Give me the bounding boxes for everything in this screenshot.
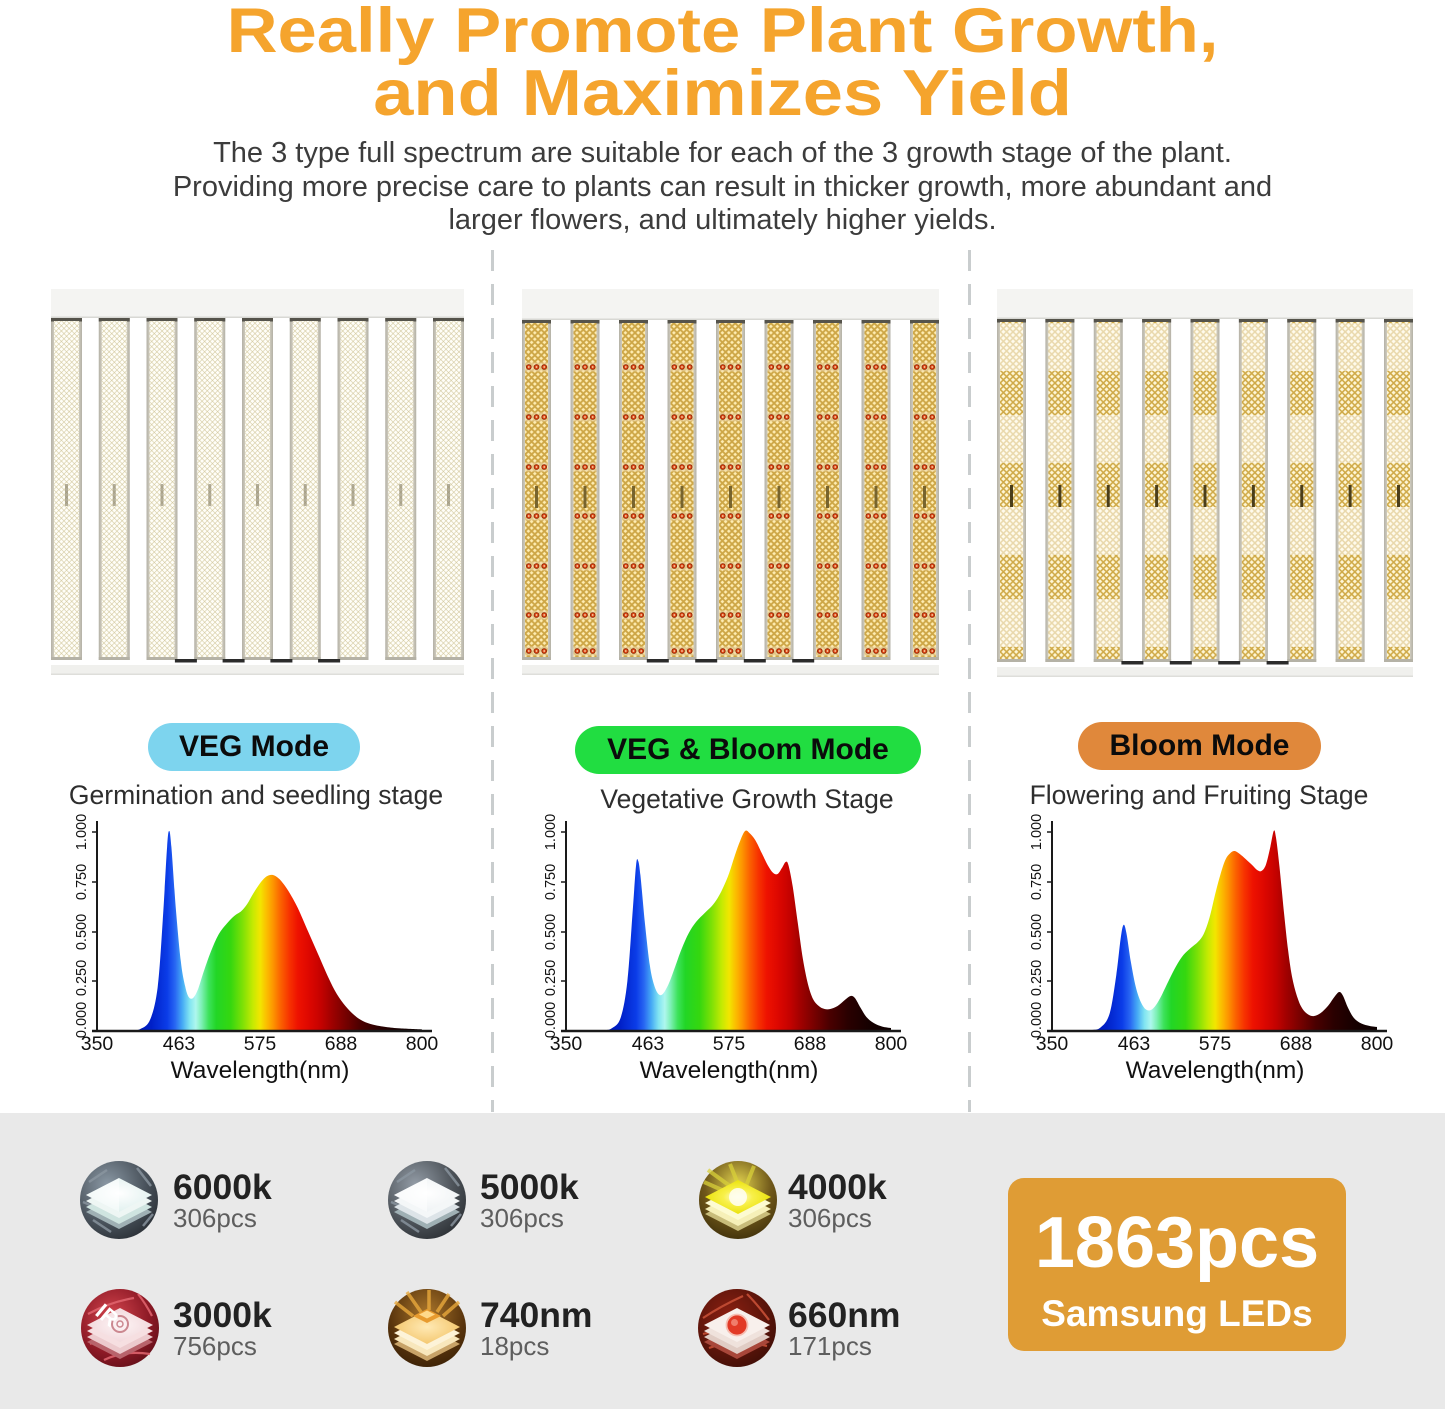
svg-text:463: 463 <box>1118 1033 1151 1055</box>
svg-text:Wavelength(nm): Wavelength(nm) <box>640 1057 819 1084</box>
svg-text:800: 800 <box>875 1033 908 1055</box>
svg-text:1.000: 1.000 <box>74 814 90 850</box>
svg-text:0.500: 0.500 <box>74 914 90 950</box>
svg-text:575: 575 <box>1199 1033 1232 1055</box>
svg-text:Wavelength(nm): Wavelength(nm) <box>1126 1057 1305 1084</box>
svg-text:0.500: 0.500 <box>1029 914 1045 950</box>
svg-text:575: 575 <box>244 1033 277 1055</box>
svg-text:350: 350 <box>81 1033 114 1055</box>
svg-text:0.000: 0.000 <box>543 1002 559 1038</box>
svg-text:0.750: 0.750 <box>74 864 90 900</box>
svg-text:0.250: 0.250 <box>1029 960 1045 996</box>
svg-text:0.250: 0.250 <box>74 960 90 996</box>
svg-text:0.250: 0.250 <box>543 960 559 996</box>
svg-text:350: 350 <box>550 1033 583 1055</box>
svg-text:688: 688 <box>794 1033 827 1055</box>
svg-text:800: 800 <box>1361 1033 1394 1055</box>
svg-text:463: 463 <box>632 1033 665 1055</box>
svg-text:1.000: 1.000 <box>1029 814 1045 850</box>
svg-text:0.000: 0.000 <box>74 1002 90 1038</box>
svg-text:1.000: 1.000 <box>543 814 559 850</box>
svg-text:688: 688 <box>325 1033 358 1055</box>
svg-text:0.000: 0.000 <box>1029 1002 1045 1038</box>
svg-text:350: 350 <box>1036 1033 1069 1055</box>
svg-text:0.750: 0.750 <box>543 864 559 900</box>
svg-text:0.750: 0.750 <box>1029 864 1045 900</box>
svg-text:0.500: 0.500 <box>543 914 559 950</box>
svg-text:463: 463 <box>163 1033 196 1055</box>
svg-text:575: 575 <box>713 1033 746 1055</box>
svg-text:800: 800 <box>406 1033 439 1055</box>
svg-text:688: 688 <box>1280 1033 1313 1055</box>
svg-text:Wavelength(nm): Wavelength(nm) <box>171 1057 350 1084</box>
